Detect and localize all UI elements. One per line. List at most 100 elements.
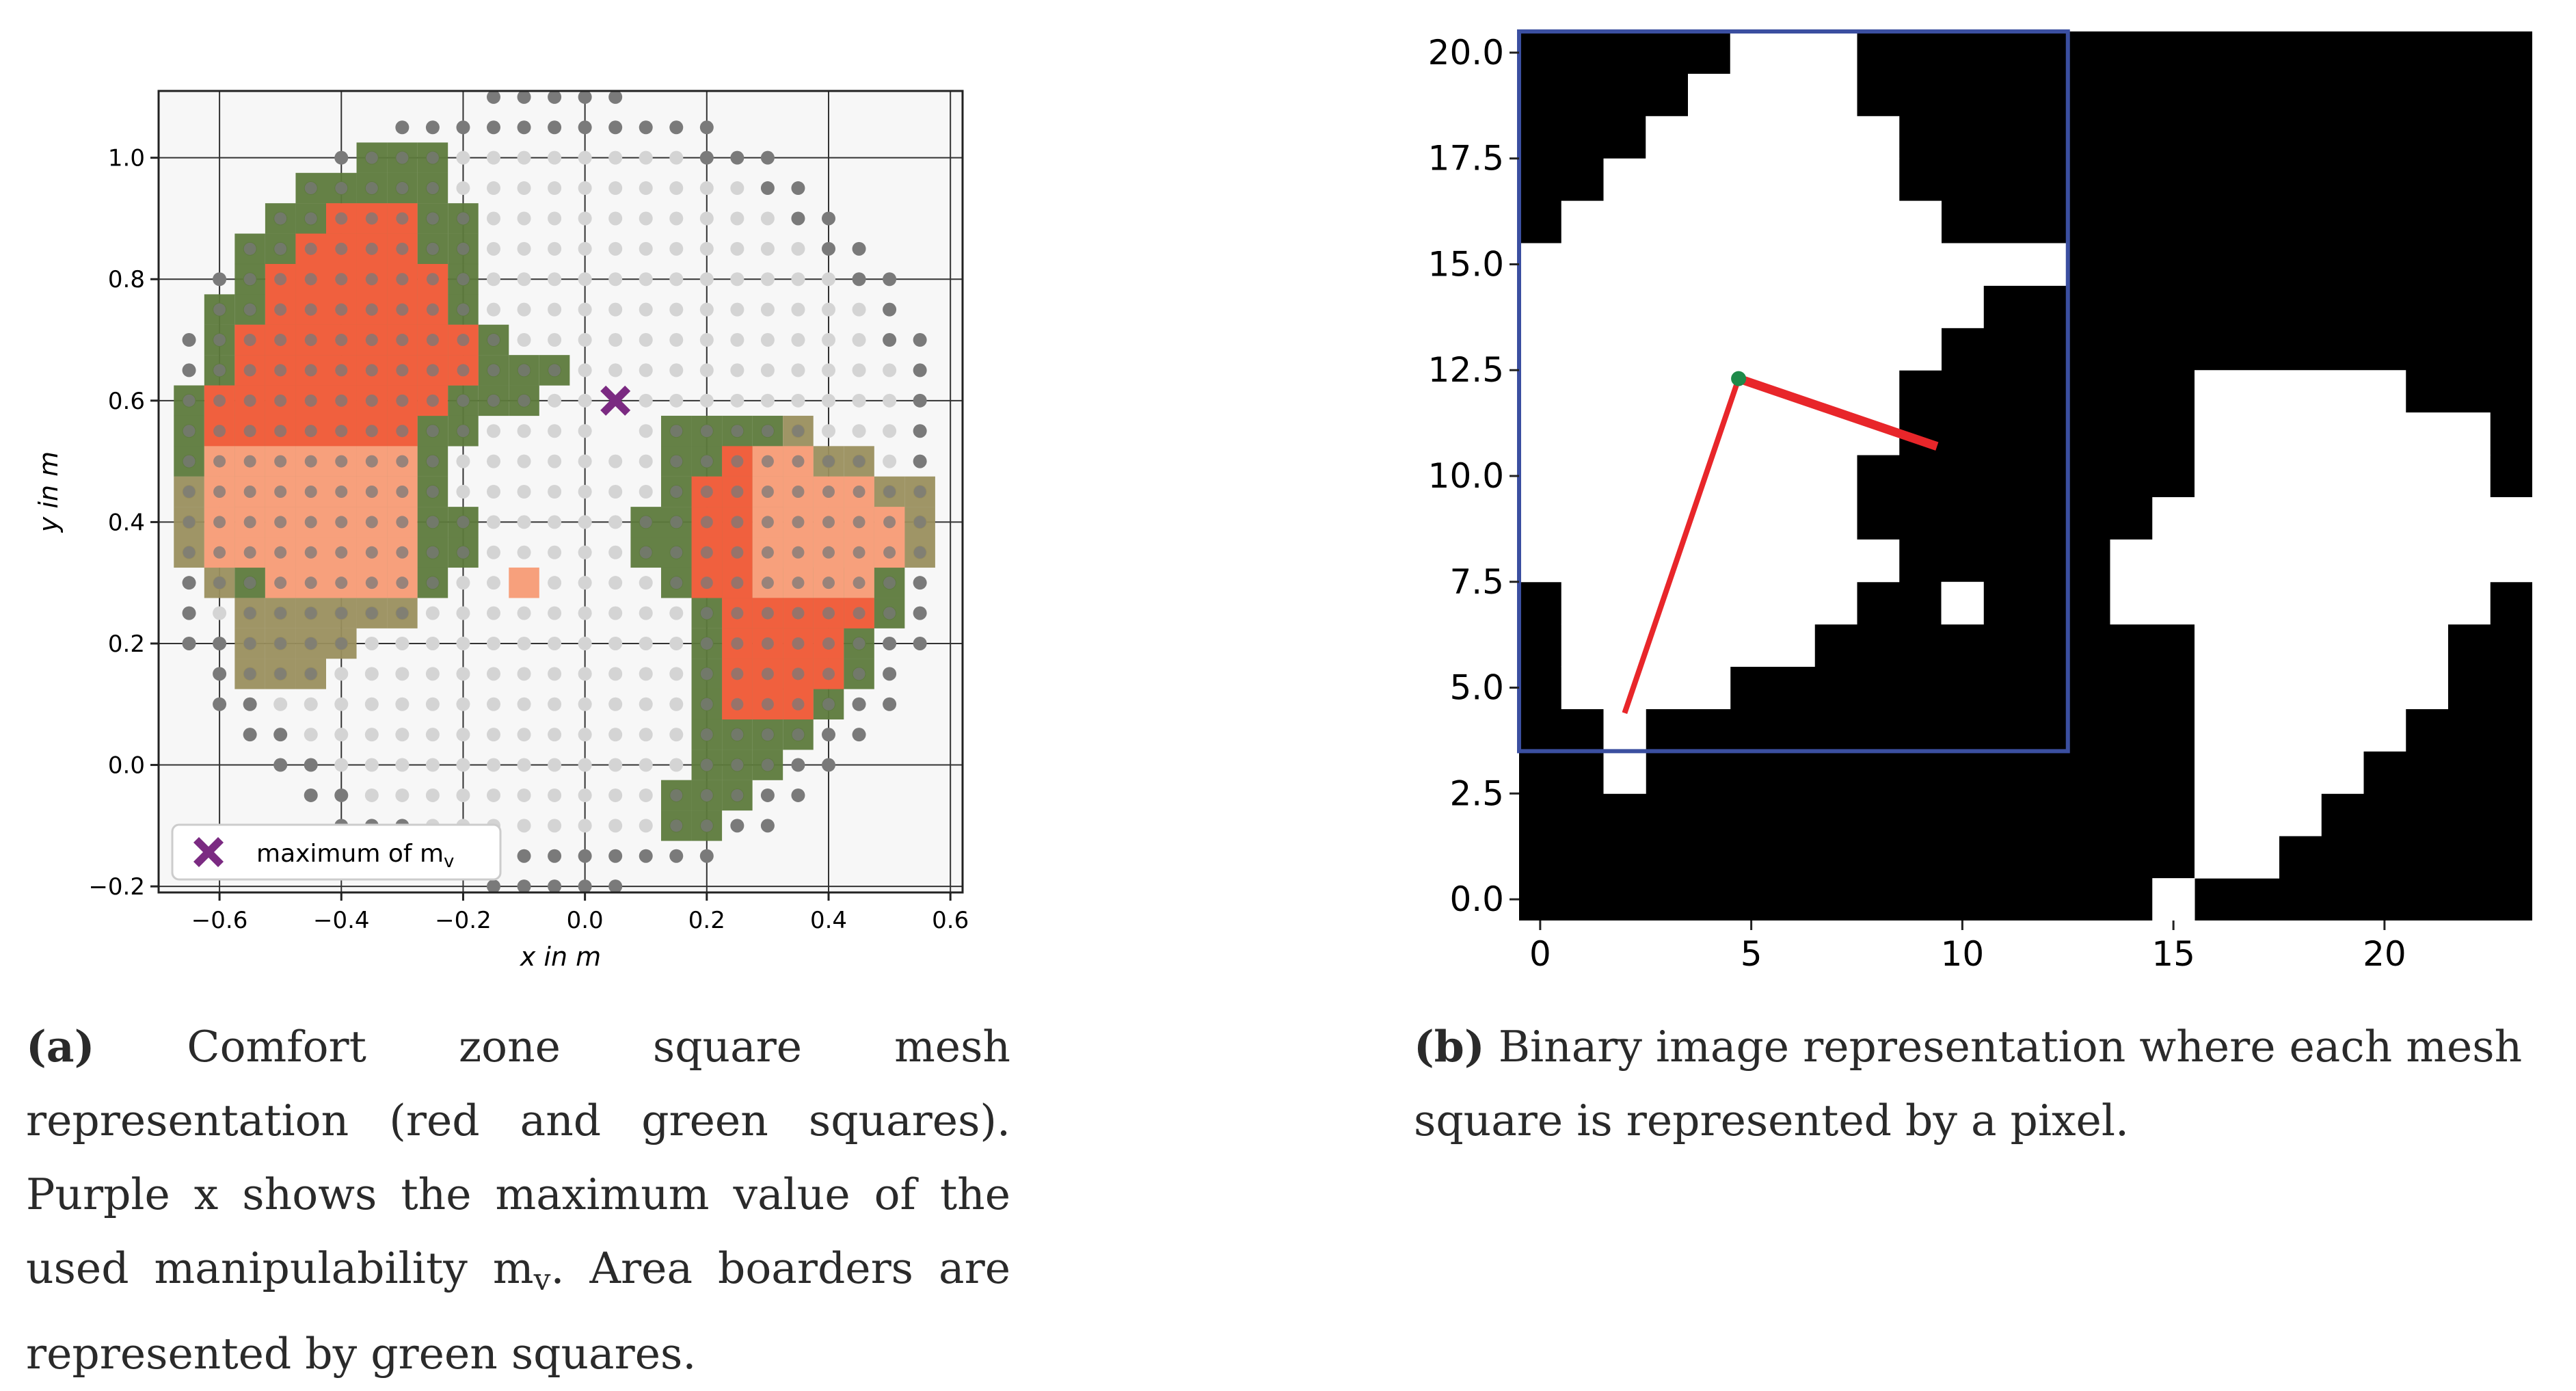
legend-box bbox=[171, 823, 502, 881]
mesh-dot-92 bbox=[334, 697, 349, 711]
zone-dot-205 bbox=[700, 667, 713, 680]
zone-dot-209 bbox=[822, 667, 835, 680]
mesh-dot-110 bbox=[883, 697, 897, 711]
mesh-dot-486 bbox=[639, 211, 653, 226]
zone-dot-143 bbox=[183, 546, 196, 559]
mesh-dot-103 bbox=[669, 697, 684, 711]
mesh-dot-135 bbox=[213, 636, 227, 650]
mesh-dot-270 bbox=[517, 485, 531, 499]
mesh-dot-491 bbox=[791, 211, 805, 226]
mesh-dot-269 bbox=[487, 485, 500, 499]
mesh-dot-125 bbox=[639, 667, 653, 681]
mesh-dot-167 bbox=[425, 606, 440, 620]
mesh-dot-539 bbox=[578, 90, 592, 104]
mesh-dot-193 bbox=[456, 576, 470, 590]
mesh-dot-499 bbox=[487, 181, 500, 196]
mesh-dot-47 bbox=[791, 788, 805, 802]
mesh-dot-25 bbox=[608, 819, 623, 833]
zone-dot-37 bbox=[396, 303, 409, 316]
mesh-dot-463 bbox=[548, 241, 562, 256]
mesh-dot-65 bbox=[791, 758, 805, 772]
zone-dot-73 bbox=[518, 394, 531, 407]
mesh-dot-15 bbox=[699, 849, 714, 863]
zone-dot-178 bbox=[883, 577, 896, 589]
zone-dot-158 bbox=[792, 546, 805, 559]
zone-dot-171 bbox=[670, 577, 683, 589]
mesh-dot-508 bbox=[760, 181, 775, 196]
mesh-dot-517 bbox=[548, 150, 562, 165]
mesh-dot-22 bbox=[517, 819, 531, 833]
mesh-dot-420 bbox=[608, 302, 623, 317]
caption-a-symbol-sub: v bbox=[533, 1262, 551, 1297]
zone-dot-32 bbox=[243, 303, 256, 316]
caption-a-text: Comfort zone square mesh representation … bbox=[26, 1022, 1010, 1293]
zone-dot-213 bbox=[761, 698, 774, 711]
y-tick-label-a-4: 0.6 bbox=[108, 388, 145, 415]
zone-dot-113 bbox=[426, 486, 439, 498]
mesh-dot-518 bbox=[578, 150, 592, 165]
caption-a: (a) Comfort zone square mesh representat… bbox=[26, 1009, 1010, 1391]
zone-dot-7 bbox=[426, 182, 439, 195]
mesh-dot-535 bbox=[699, 120, 714, 135]
mesh-dot-272 bbox=[578, 485, 592, 499]
arm-link-1 bbox=[1622, 377, 1741, 714]
mesh-dot-31 bbox=[304, 788, 318, 802]
zone-dot-112 bbox=[396, 486, 409, 498]
mesh-dot-86 bbox=[822, 728, 835, 742]
zone-dot-222 bbox=[761, 758, 774, 771]
zone-dot-221 bbox=[731, 758, 744, 771]
zone-dot-144 bbox=[213, 546, 226, 559]
zone-dot-56 bbox=[396, 364, 409, 377]
zone-dot-68 bbox=[365, 394, 378, 407]
mesh-dot-308 bbox=[913, 454, 927, 468]
mesh-dot-71 bbox=[364, 728, 379, 742]
mesh-dot-32 bbox=[334, 788, 349, 802]
zone-dot-151 bbox=[426, 546, 439, 559]
mesh-dot-101 bbox=[608, 697, 623, 711]
zone-dot-118 bbox=[792, 486, 805, 498]
interior-square-356 bbox=[509, 567, 539, 598]
y-ticks-a: −0.2 0.0 0.2 0.4 0.6 0.8 1.0 bbox=[88, 145, 159, 901]
zone-dot-62 bbox=[183, 394, 196, 407]
zone-dot-1 bbox=[396, 151, 409, 164]
zone-dot-193 bbox=[274, 637, 287, 650]
mesh-dot-124 bbox=[608, 667, 623, 681]
zone-dot-90 bbox=[213, 455, 226, 468]
zone-dot-49 bbox=[487, 334, 500, 347]
zone-dot-4 bbox=[335, 182, 348, 195]
mesh-dot-398 bbox=[669, 333, 684, 347]
y-tick-label-a-2: 0.2 bbox=[108, 631, 145, 658]
zone-dot-29 bbox=[426, 273, 439, 286]
zone-dot-198 bbox=[761, 637, 774, 650]
mesh-dot-208 bbox=[913, 576, 927, 590]
zone-dot-96 bbox=[396, 455, 409, 468]
zone-dot-41 bbox=[243, 334, 256, 347]
mesh-dot-382 bbox=[182, 333, 196, 347]
zone-dot-179 bbox=[243, 607, 256, 620]
zone-dot-224 bbox=[700, 789, 713, 802]
mesh-dot-95 bbox=[425, 697, 440, 711]
mesh-dot-94 bbox=[395, 697, 410, 711]
mesh-dot-404 bbox=[852, 333, 866, 347]
mesh-dot-248 bbox=[608, 515, 623, 529]
zone-dot-184 bbox=[396, 607, 409, 620]
mesh-dot-521 bbox=[669, 150, 684, 165]
zone-dot-120 bbox=[853, 486, 866, 498]
mesh-dot-540 bbox=[608, 90, 623, 104]
mesh-dot-355 bbox=[883, 393, 897, 408]
zone-dot-192 bbox=[243, 637, 256, 650]
caption-b: (b) Binary image representation where ea… bbox=[1414, 1009, 2562, 1158]
mesh-dot-97 bbox=[487, 697, 500, 711]
zone-dot-150 bbox=[396, 546, 409, 559]
zone-dot-119 bbox=[822, 486, 835, 498]
zone-dot-105 bbox=[183, 486, 196, 498]
mesh-dot-146 bbox=[548, 636, 562, 650]
zone-dot-152 bbox=[457, 546, 470, 559]
mesh-dot-10 bbox=[548, 849, 562, 863]
mesh-dot-198 bbox=[608, 576, 623, 590]
zone-dot-168 bbox=[365, 577, 378, 589]
mesh-dot-483 bbox=[548, 211, 562, 226]
white-pixel-run-23 bbox=[2110, 539, 2533, 583]
mesh-dot-419 bbox=[578, 302, 592, 317]
zone-dot-65 bbox=[274, 394, 287, 407]
